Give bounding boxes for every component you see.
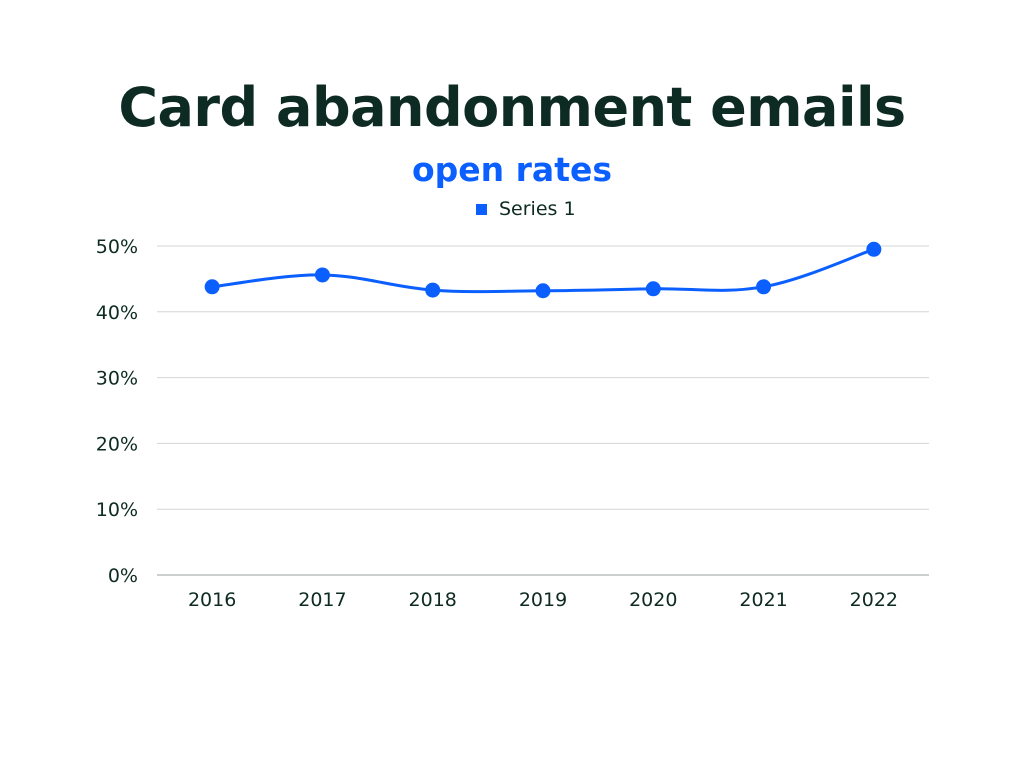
legend: Series 1 — [476, 198, 576, 220]
x-tick-label: 2016 — [188, 589, 236, 611]
x-tick-label: 2021 — [739, 589, 787, 611]
x-tick-label: 2022 — [850, 589, 898, 611]
chart-subtitle: open rates — [412, 150, 612, 189]
data-point — [204, 279, 220, 295]
data-point — [866, 241, 882, 257]
x-tick-label: 2020 — [629, 589, 677, 611]
y-tick-label: 20% — [96, 433, 138, 455]
x-tick-label: 2017 — [298, 589, 346, 611]
data-point — [314, 267, 330, 283]
x-tick-label: 2018 — [409, 589, 457, 611]
chart-title: Card abandonment emails — [118, 76, 906, 139]
data-point — [645, 281, 661, 297]
data-point — [535, 283, 551, 299]
data-point — [425, 282, 441, 298]
y-tick-label: 30% — [96, 368, 138, 390]
y-tick-label: 40% — [96, 302, 138, 324]
legend-label: Series 1 — [499, 198, 576, 220]
legend-swatch — [476, 203, 487, 215]
data-point — [756, 279, 772, 295]
y-tick-label: 10% — [96, 499, 138, 521]
x-tick-label: 2019 — [519, 589, 567, 611]
y-tick-label: 50% — [96, 236, 138, 258]
y-tick-label: 0% — [108, 565, 138, 587]
